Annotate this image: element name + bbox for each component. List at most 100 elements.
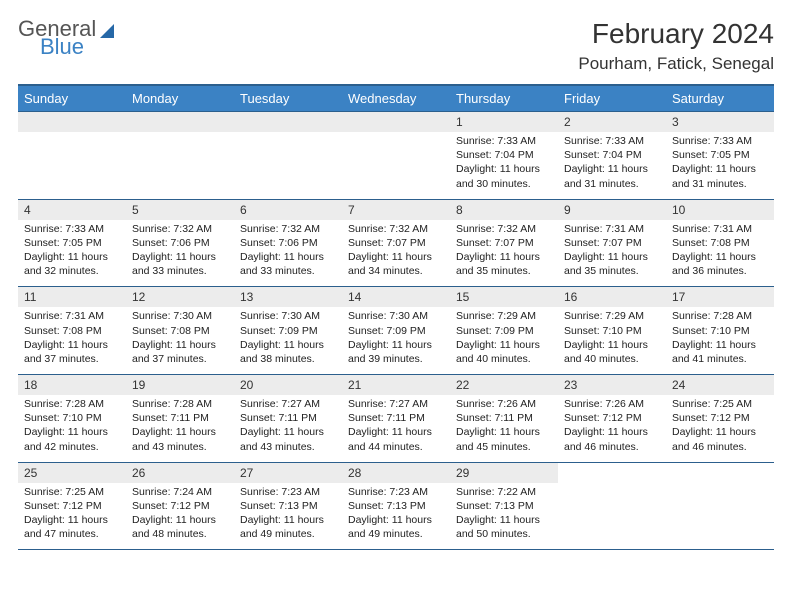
day-detail-cell: Sunrise: 7:33 AMSunset: 7:05 PMDaylight:… xyxy=(666,132,774,199)
day-detail-row: Sunrise: 7:28 AMSunset: 7:10 PMDaylight:… xyxy=(18,395,774,462)
title-block: February 2024 Pourham, Fatick, Senegal xyxy=(578,18,774,74)
day-number-cell: 21 xyxy=(342,375,450,396)
daylight-line: Daylight: 11 hours and 46 minutes. xyxy=(564,425,660,453)
day-number-cell: 7 xyxy=(342,199,450,220)
daylight-line: Daylight: 11 hours and 46 minutes. xyxy=(672,425,768,453)
day-number-cell: 13 xyxy=(234,287,342,308)
day-number-cell: 17 xyxy=(666,287,774,308)
logo-triangle-icon xyxy=(100,24,114,38)
sunset-line: Sunset: 7:13 PM xyxy=(240,499,336,513)
day-number-cell xyxy=(342,112,450,133)
day-of-week-header: Wednesday xyxy=(342,85,450,112)
day-detail-cell: Sunrise: 7:30 AMSunset: 7:09 PMDaylight:… xyxy=(342,307,450,374)
day-detail-row: Sunrise: 7:33 AMSunset: 7:05 PMDaylight:… xyxy=(18,220,774,287)
sunrise-line: Sunrise: 7:31 AM xyxy=(672,222,768,236)
daylight-line: Daylight: 11 hours and 31 minutes. xyxy=(564,162,660,190)
day-detail-cell: Sunrise: 7:32 AMSunset: 7:06 PMDaylight:… xyxy=(126,220,234,287)
logo-text-bottom: Blue xyxy=(40,36,96,58)
day-number-cell: 16 xyxy=(558,287,666,308)
day-number-cell: 24 xyxy=(666,375,774,396)
day-detail-cell: Sunrise: 7:23 AMSunset: 7:13 PMDaylight:… xyxy=(342,483,450,550)
sunrise-line: Sunrise: 7:26 AM xyxy=(564,397,660,411)
sunset-line: Sunset: 7:13 PM xyxy=(456,499,552,513)
day-detail-cell: Sunrise: 7:30 AMSunset: 7:09 PMDaylight:… xyxy=(234,307,342,374)
sunset-line: Sunset: 7:12 PM xyxy=(24,499,120,513)
daylight-line: Daylight: 11 hours and 38 minutes. xyxy=(240,338,336,366)
sunset-line: Sunset: 7:11 PM xyxy=(132,411,228,425)
day-detail-cell: Sunrise: 7:31 AMSunset: 7:07 PMDaylight:… xyxy=(558,220,666,287)
day-number-cell: 14 xyxy=(342,287,450,308)
day-number-row: 18192021222324 xyxy=(18,375,774,396)
day-number-cell: 8 xyxy=(450,199,558,220)
sunset-line: Sunset: 7:06 PM xyxy=(132,236,228,250)
day-number-cell xyxy=(18,112,126,133)
sunrise-line: Sunrise: 7:33 AM xyxy=(564,134,660,148)
day-detail-cell: Sunrise: 7:25 AMSunset: 7:12 PMDaylight:… xyxy=(666,395,774,462)
daylight-line: Daylight: 11 hours and 40 minutes. xyxy=(456,338,552,366)
sunset-line: Sunset: 7:07 PM xyxy=(348,236,444,250)
day-detail-cell: Sunrise: 7:22 AMSunset: 7:13 PMDaylight:… xyxy=(450,483,558,550)
day-number-cell: 19 xyxy=(126,375,234,396)
day-number-row: 45678910 xyxy=(18,199,774,220)
sunrise-line: Sunrise: 7:25 AM xyxy=(24,485,120,499)
daylight-line: Daylight: 11 hours and 33 minutes. xyxy=(240,250,336,278)
sunrise-line: Sunrise: 7:30 AM xyxy=(240,309,336,323)
daylight-line: Daylight: 11 hours and 43 minutes. xyxy=(132,425,228,453)
sunrise-line: Sunrise: 7:30 AM xyxy=(348,309,444,323)
daylight-line: Daylight: 11 hours and 40 minutes. xyxy=(564,338,660,366)
day-detail-cell: Sunrise: 7:25 AMSunset: 7:12 PMDaylight:… xyxy=(18,483,126,550)
daylight-line: Daylight: 11 hours and 35 minutes. xyxy=(456,250,552,278)
day-number-cell: 2 xyxy=(558,112,666,133)
day-detail-row: Sunrise: 7:33 AMSunset: 7:04 PMDaylight:… xyxy=(18,132,774,199)
day-of-week-header: Monday xyxy=(126,85,234,112)
day-detail-cell: Sunrise: 7:31 AMSunset: 7:08 PMDaylight:… xyxy=(18,307,126,374)
day-of-week-row: SundayMondayTuesdayWednesdayThursdayFrid… xyxy=(18,85,774,112)
sunrise-line: Sunrise: 7:33 AM xyxy=(456,134,552,148)
day-number-cell xyxy=(666,462,774,483)
sunrise-line: Sunrise: 7:28 AM xyxy=(672,309,768,323)
sunset-line: Sunset: 7:10 PM xyxy=(24,411,120,425)
sunrise-line: Sunrise: 7:28 AM xyxy=(24,397,120,411)
daylight-line: Daylight: 11 hours and 42 minutes. xyxy=(24,425,120,453)
sunset-line: Sunset: 7:12 PM xyxy=(564,411,660,425)
sunrise-line: Sunrise: 7:25 AM xyxy=(672,397,768,411)
sunset-line: Sunset: 7:07 PM xyxy=(456,236,552,250)
sunset-line: Sunset: 7:10 PM xyxy=(564,324,660,338)
day-detail-cell: Sunrise: 7:28 AMSunset: 7:10 PMDaylight:… xyxy=(18,395,126,462)
daylight-line: Daylight: 11 hours and 41 minutes. xyxy=(672,338,768,366)
day-detail-cell: Sunrise: 7:26 AMSunset: 7:11 PMDaylight:… xyxy=(450,395,558,462)
sunrise-line: Sunrise: 7:31 AM xyxy=(564,222,660,236)
day-detail-cell: Sunrise: 7:26 AMSunset: 7:12 PMDaylight:… xyxy=(558,395,666,462)
day-detail-cell xyxy=(234,132,342,199)
daylight-line: Daylight: 11 hours and 45 minutes. xyxy=(456,425,552,453)
sunrise-line: Sunrise: 7:30 AM xyxy=(132,309,228,323)
day-detail-cell xyxy=(18,132,126,199)
day-number-cell: 3 xyxy=(666,112,774,133)
day-of-week-header: Saturday xyxy=(666,85,774,112)
sunset-line: Sunset: 7:05 PM xyxy=(672,148,768,162)
day-detail-cell xyxy=(342,132,450,199)
sunset-line: Sunset: 7:08 PM xyxy=(672,236,768,250)
daylight-line: Daylight: 11 hours and 30 minutes. xyxy=(456,162,552,190)
day-number-cell xyxy=(558,462,666,483)
sunrise-line: Sunrise: 7:26 AM xyxy=(456,397,552,411)
day-detail-cell: Sunrise: 7:30 AMSunset: 7:08 PMDaylight:… xyxy=(126,307,234,374)
daylight-line: Daylight: 11 hours and 39 minutes. xyxy=(348,338,444,366)
sunrise-line: Sunrise: 7:33 AM xyxy=(24,222,120,236)
sunset-line: Sunset: 7:08 PM xyxy=(132,324,228,338)
day-detail-row: Sunrise: 7:25 AMSunset: 7:12 PMDaylight:… xyxy=(18,483,774,550)
daylight-line: Daylight: 11 hours and 49 minutes. xyxy=(240,513,336,541)
day-number-cell: 25 xyxy=(18,462,126,483)
sunset-line: Sunset: 7:12 PM xyxy=(672,411,768,425)
day-number-cell: 10 xyxy=(666,199,774,220)
day-detail-cell: Sunrise: 7:28 AMSunset: 7:11 PMDaylight:… xyxy=(126,395,234,462)
day-number-row: 2526272829 xyxy=(18,462,774,483)
logo: General Blue xyxy=(18,18,114,58)
day-of-week-header: Sunday xyxy=(18,85,126,112)
sunset-line: Sunset: 7:09 PM xyxy=(348,324,444,338)
day-number-cell: 9 xyxy=(558,199,666,220)
sunset-line: Sunset: 7:12 PM xyxy=(132,499,228,513)
day-detail-cell: Sunrise: 7:27 AMSunset: 7:11 PMDaylight:… xyxy=(234,395,342,462)
day-of-week-header: Thursday xyxy=(450,85,558,112)
sunset-line: Sunset: 7:11 PM xyxy=(456,411,552,425)
